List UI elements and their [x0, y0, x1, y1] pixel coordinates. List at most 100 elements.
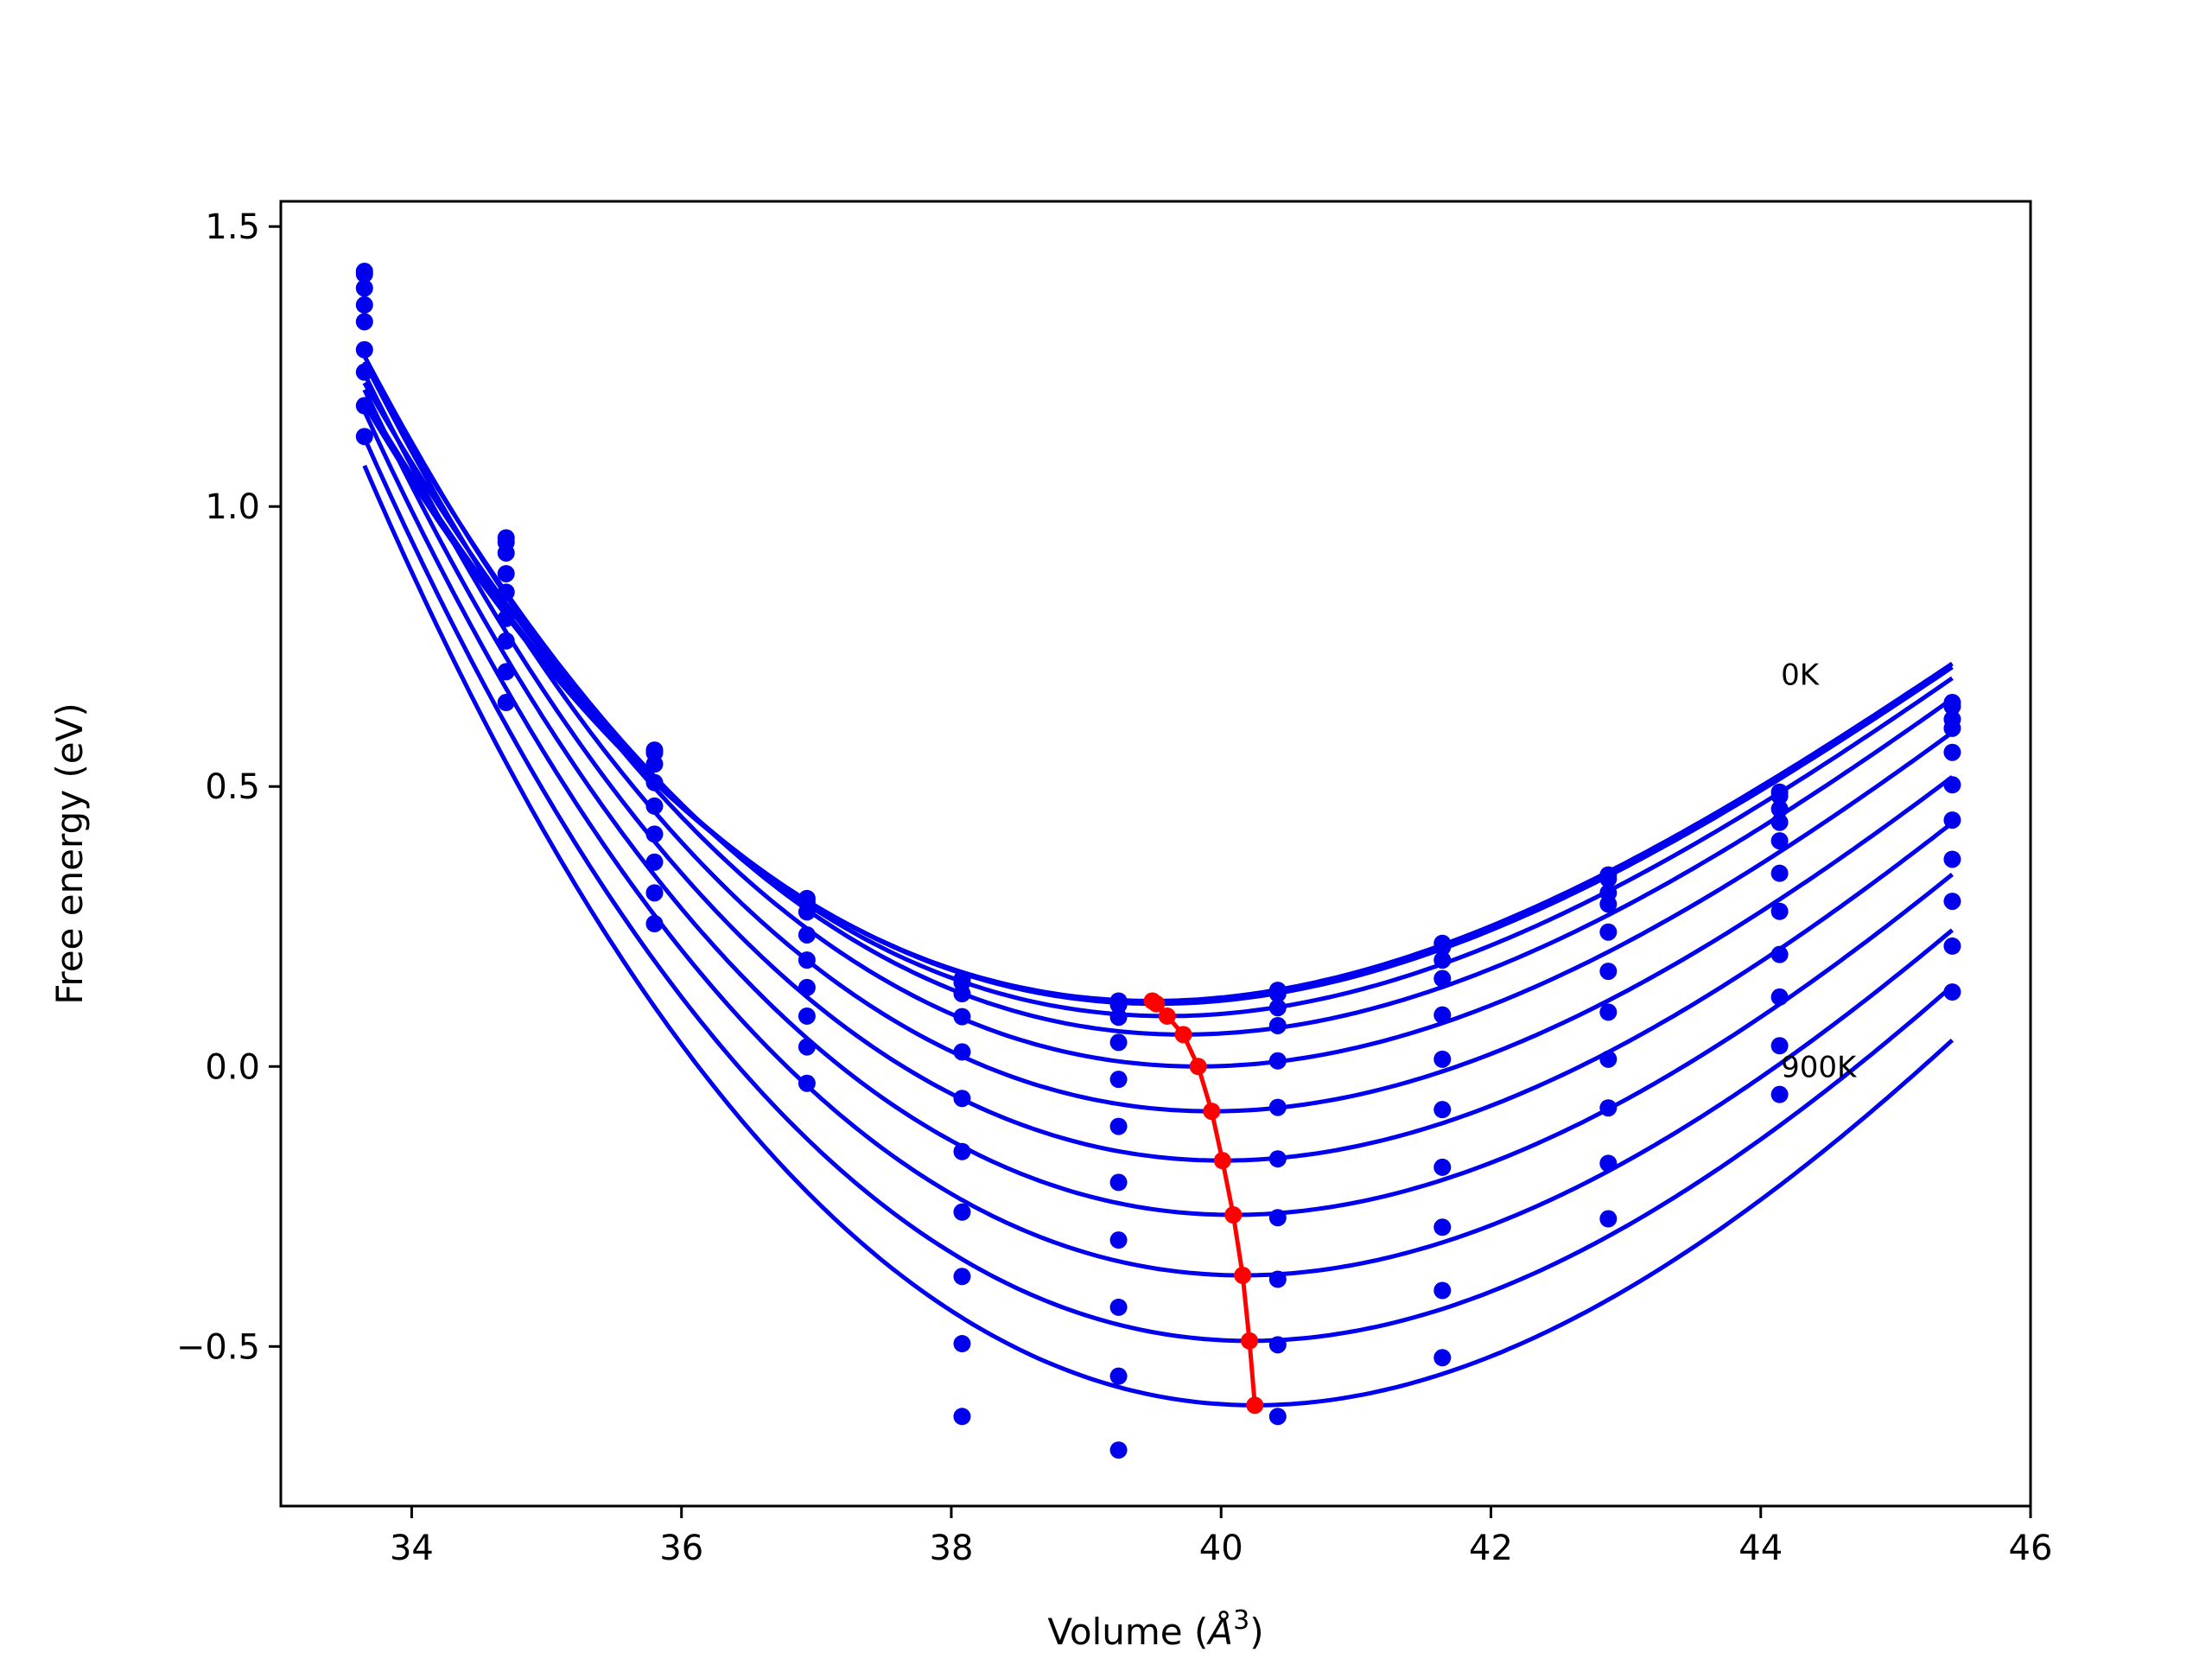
- minimum-point: [1189, 1058, 1207, 1076]
- fit-curve-8: [362, 410, 1954, 1278]
- data-point: [1433, 1281, 1452, 1300]
- data-point: [953, 1268, 971, 1286]
- data-point: [1943, 719, 1961, 737]
- data-point: [953, 1007, 971, 1026]
- data-point: [1770, 1085, 1789, 1103]
- data-point: [1770, 787, 1789, 805]
- data-point: [798, 1074, 816, 1092]
- minimum-point: [1158, 1007, 1176, 1025]
- data-point: [497, 564, 515, 582]
- x-tick-label: 38: [930, 1529, 974, 1568]
- data-point: [1433, 969, 1452, 988]
- data-point: [355, 397, 373, 415]
- data-point: [1268, 1270, 1287, 1288]
- data-point: [953, 1335, 971, 1353]
- data-point: [1943, 811, 1961, 830]
- minimum-point: [1213, 1152, 1231, 1170]
- data-point: [953, 1090, 971, 1108]
- data-point: [1433, 951, 1452, 969]
- data-point: [1599, 895, 1618, 913]
- data-point: [1109, 1441, 1128, 1459]
- fit-curve-4: [362, 354, 1954, 1069]
- data-point: [1943, 937, 1961, 955]
- fit-curve-5: [362, 360, 1954, 1114]
- y-tick-label: 0.0: [205, 1047, 260, 1087]
- data-points: [355, 263, 1961, 1459]
- data-point: [1109, 1367, 1128, 1385]
- data-point: [798, 1038, 816, 1056]
- data-point: [497, 694, 515, 712]
- minimum-point: [1246, 1396, 1264, 1414]
- fit-curve-1: [362, 397, 1954, 1007]
- data-point: [953, 1043, 971, 1061]
- minimum-point: [1224, 1206, 1243, 1224]
- data-point: [953, 1203, 971, 1221]
- data-point: [1109, 1298, 1128, 1316]
- data-point: [1433, 1349, 1452, 1367]
- data-point: [1599, 1003, 1618, 1021]
- data-point: [1599, 1154, 1618, 1173]
- x-tick-label: 42: [1469, 1529, 1513, 1568]
- data-point: [798, 978, 816, 996]
- minimum-point: [1234, 1266, 1252, 1284]
- data-point: [1943, 776, 1961, 794]
- data-point: [1268, 1150, 1287, 1168]
- x-tick-label: 40: [1199, 1529, 1243, 1568]
- data-point: [1433, 938, 1452, 957]
- data-point: [798, 925, 816, 944]
- data-point: [1943, 850, 1961, 868]
- data-point: [645, 853, 664, 871]
- data-point: [1109, 1071, 1128, 1089]
- data-point: [1770, 813, 1789, 831]
- fit-curve-3: [362, 361, 1954, 1037]
- fit-curve-0: [362, 403, 1954, 1003]
- data-point: [497, 632, 515, 650]
- data-point: [1599, 1099, 1618, 1117]
- data-point: [1268, 1016, 1287, 1034]
- fit-curves: [362, 354, 1955, 1408]
- data-point: [1433, 1050, 1452, 1068]
- data-point: [1599, 963, 1618, 981]
- y-axis: −0.5 0.0 0.5 1.0 1.5: [176, 207, 281, 1367]
- minimum-point: [1147, 995, 1166, 1013]
- y-tick-label: 0.5: [205, 767, 260, 807]
- x-tick-label: 44: [1738, 1529, 1783, 1568]
- data-point: [1770, 945, 1789, 963]
- data-point: [1268, 1408, 1287, 1426]
- data-point: [1433, 1158, 1452, 1176]
- data-point: [1599, 1210, 1618, 1228]
- data-point: [645, 797, 664, 815]
- fit-curve-6: [362, 372, 1954, 1163]
- data-point: [1599, 870, 1618, 888]
- y-axis-label: Free energy (eV): [48, 702, 91, 1005]
- plot-frame: [279, 200, 2032, 1508]
- data-point: [497, 543, 515, 562]
- data-point: [645, 755, 664, 773]
- data-point: [798, 903, 816, 921]
- data-point: [1433, 1101, 1452, 1119]
- data-point: [645, 915, 664, 933]
- x-axis-label: Volume (Å3): [1047, 1605, 1263, 1653]
- data-point: [355, 296, 373, 314]
- data-point: [953, 1142, 971, 1160]
- data-point: [1109, 1117, 1128, 1135]
- data-point: [1770, 832, 1789, 850]
- data-point: [1433, 1006, 1452, 1024]
- data-point: [1109, 1231, 1128, 1249]
- x-tick-label: 34: [390, 1529, 434, 1568]
- data-point: [1770, 800, 1789, 818]
- data-point: [1770, 864, 1789, 882]
- data-point: [1943, 983, 1961, 1001]
- data-point: [1770, 902, 1789, 920]
- data-point: [645, 825, 664, 843]
- data-point: [1268, 1052, 1287, 1070]
- fit-curve-9: [362, 436, 1955, 1344]
- data-point: [1599, 1050, 1618, 1068]
- data-point: [355, 265, 373, 283]
- minimum-point: [1203, 1103, 1221, 1121]
- data-point: [1433, 1218, 1452, 1236]
- annotation-900k: 900K: [1781, 1050, 1858, 1084]
- x-axis: 34 36 38 40 42 44 46: [390, 1506, 2052, 1568]
- data-point: [1943, 743, 1961, 761]
